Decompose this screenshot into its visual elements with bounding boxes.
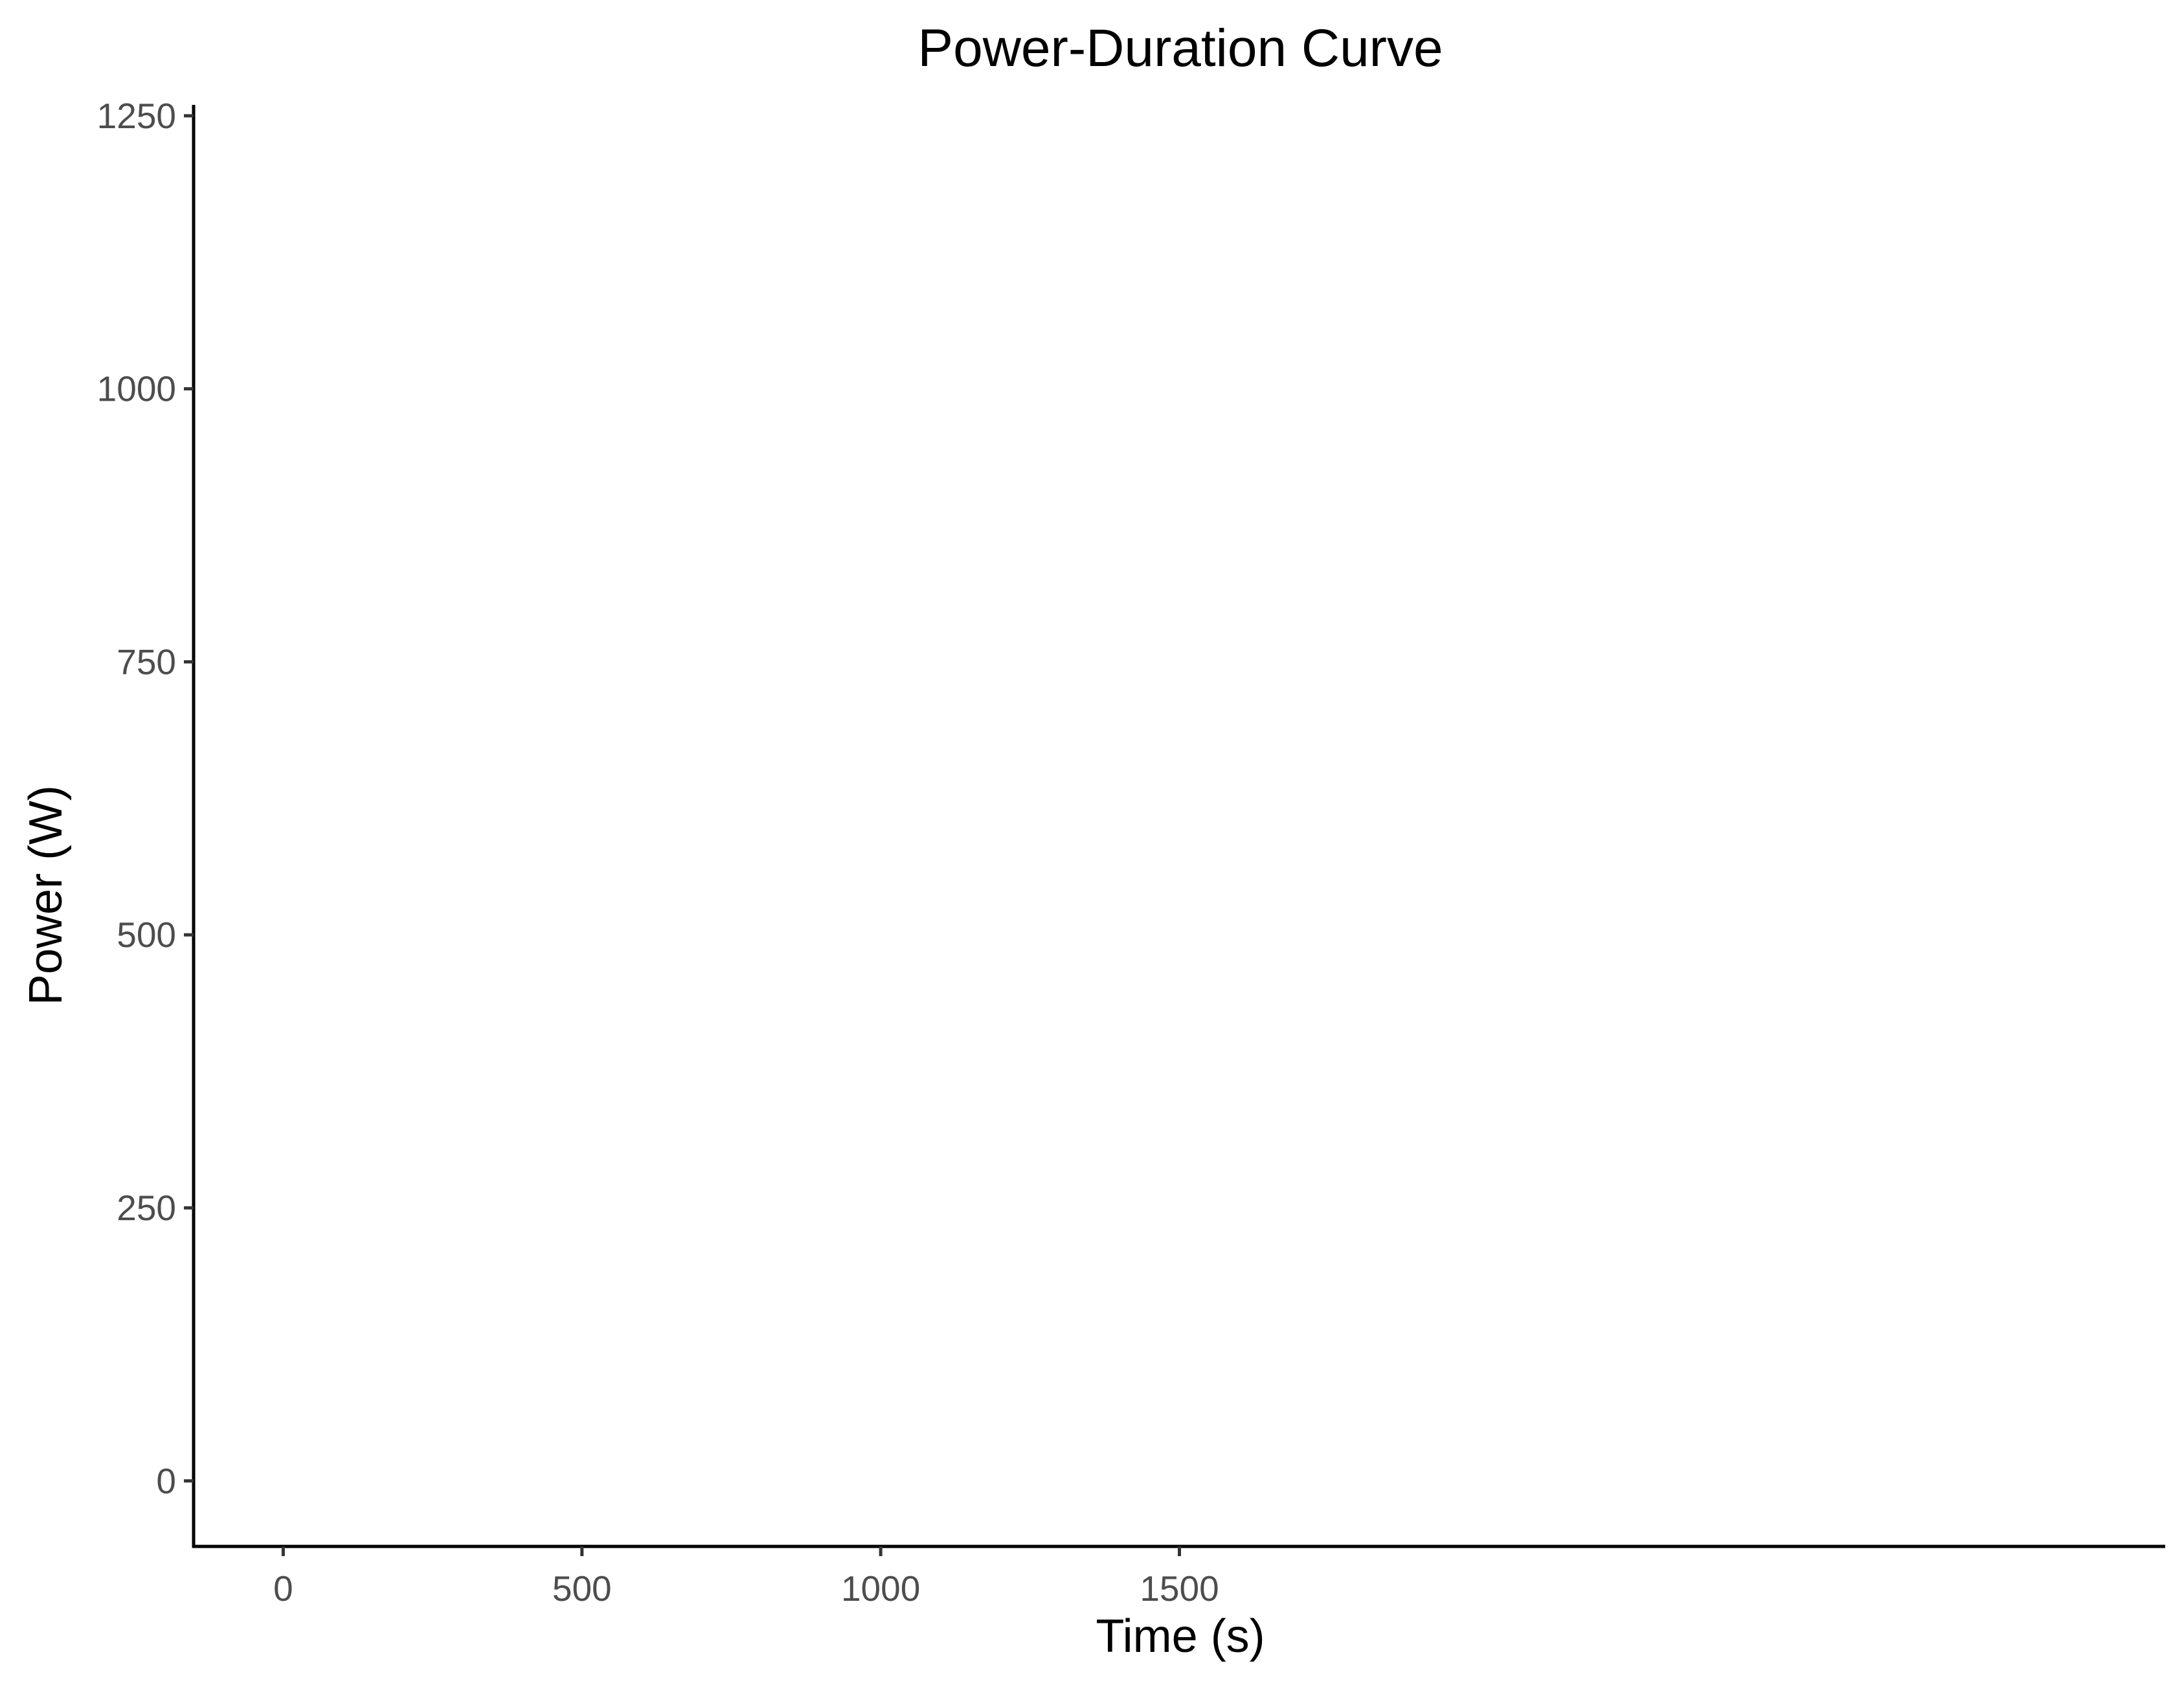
x-axis-title: Time (s): [1096, 1611, 1265, 1662]
x-tick-label: 1500: [1140, 1568, 1219, 1609]
y-tick-label: 1000: [97, 369, 176, 409]
x-axis-ticks: 0 500 1000 1500: [273, 1546, 1219, 1609]
x-tick-label: 0: [273, 1568, 293, 1609]
y-tick-label: 1250: [97, 96, 176, 136]
y-tick-label: 500: [117, 915, 176, 955]
x-tick-label: 500: [552, 1568, 612, 1609]
y-tick-label: 250: [117, 1188, 176, 1228]
y-tick-label: 750: [117, 641, 176, 682]
y-axis-ticks: 0 250 500 750 1000 1250: [97, 96, 194, 1501]
x-tick-label: 1000: [841, 1568, 920, 1609]
y-axis-title: Power (W): [20, 785, 72, 1005]
chart-title: Power-Duration Curve: [918, 19, 1443, 78]
y-tick-label: 0: [156, 1461, 176, 1501]
